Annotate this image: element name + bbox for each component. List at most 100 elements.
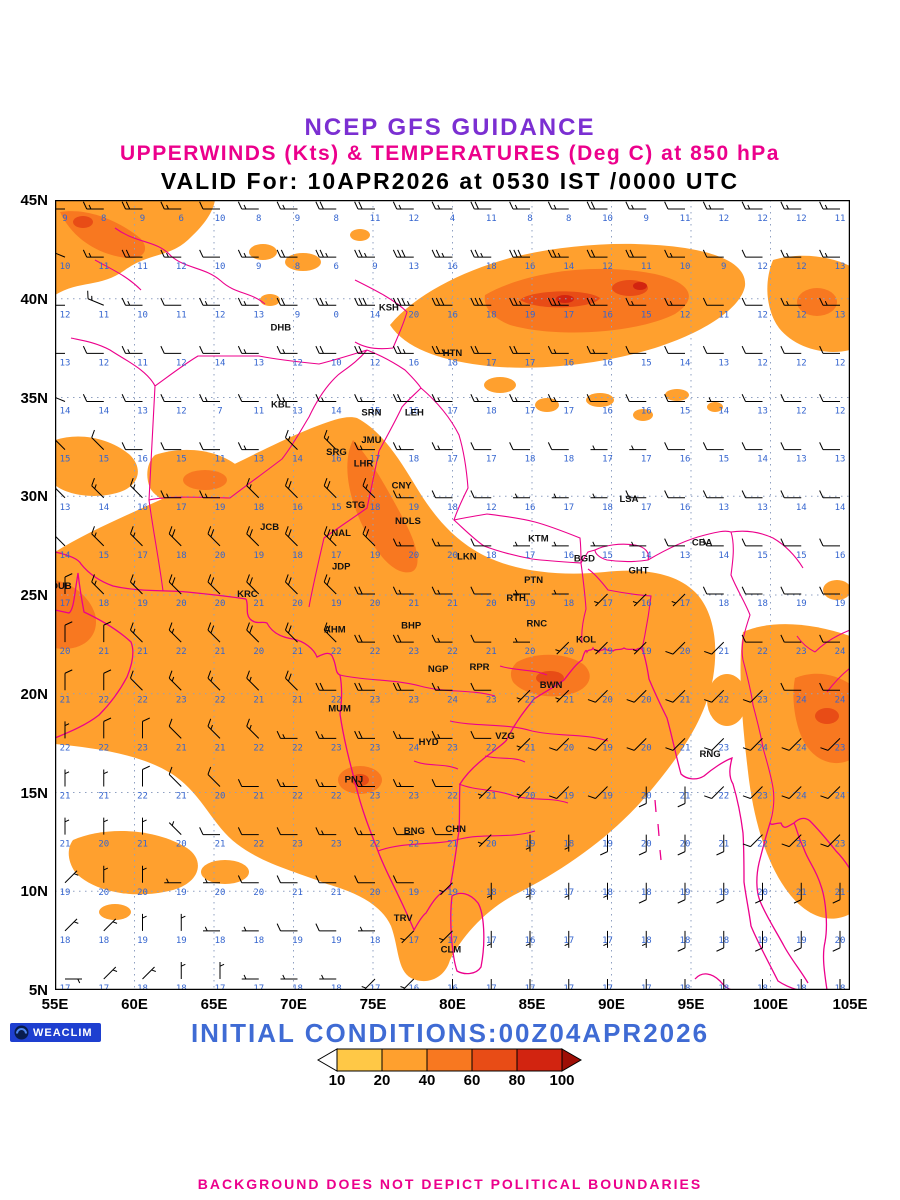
svg-text:12: 12 — [408, 214, 419, 224]
svg-text:22: 22 — [137, 792, 148, 802]
svg-text:22: 22 — [486, 743, 497, 753]
svg-text:19: 19 — [331, 599, 342, 609]
svg-text:8: 8 — [101, 214, 106, 224]
svg-text:20: 20 — [680, 647, 691, 657]
lon-axis-label: 85E — [518, 996, 546, 1013]
svg-text:18: 18 — [602, 888, 613, 898]
svg-text:20: 20 — [835, 936, 846, 946]
svg-text:15: 15 — [796, 551, 807, 561]
svg-text:21: 21 — [718, 840, 729, 850]
title-line-1: NCEP GFS GUIDANCE — [304, 114, 596, 141]
weaclim-logo-text: WEACLIM — [33, 1026, 93, 1039]
svg-text:15: 15 — [641, 310, 652, 320]
svg-text:8: 8 — [527, 214, 532, 224]
svg-text:20: 20 — [215, 599, 226, 609]
svg-text:15: 15 — [98, 551, 109, 561]
svg-text:18: 18 — [641, 936, 652, 946]
svg-text:4: 4 — [450, 214, 455, 224]
svg-text:18: 18 — [486, 310, 497, 320]
svg-text:20: 20 — [757, 888, 768, 898]
svg-text:17: 17 — [563, 407, 574, 417]
svg-text:8: 8 — [566, 214, 571, 224]
svg-text:24: 24 — [835, 695, 846, 705]
svg-text:19: 19 — [602, 743, 613, 753]
svg-text:14: 14 — [718, 551, 729, 561]
svg-text:18: 18 — [60, 936, 71, 946]
svg-text:21: 21 — [563, 695, 574, 705]
svg-text:18: 18 — [447, 503, 458, 513]
colorbar-tick-label: 40 — [418, 1072, 436, 1089]
svg-text:21: 21 — [292, 695, 303, 705]
svg-text:21: 21 — [796, 888, 807, 898]
station-label-dub: DUB — [55, 581, 72, 592]
svg-text:19: 19 — [408, 888, 419, 898]
svg-text:19: 19 — [835, 599, 846, 609]
svg-text:23: 23 — [757, 695, 768, 705]
svg-text:20: 20 — [525, 792, 536, 802]
svg-text:17: 17 — [641, 503, 652, 513]
station-label-ngp: NGP — [428, 664, 449, 675]
svg-text:20: 20 — [680, 840, 691, 850]
svg-text:18: 18 — [563, 840, 574, 850]
initial-conditions-text: INITIAL CONDITIONS:00Z04APR2026 — [190, 1018, 710, 1048]
svg-text:24: 24 — [447, 695, 458, 705]
svg-text:22: 22 — [331, 695, 342, 705]
svg-text:22: 22 — [408, 840, 419, 850]
station-label-vzg: VZG — [495, 731, 515, 742]
svg-text:19: 19 — [331, 936, 342, 946]
svg-text:13: 13 — [137, 407, 148, 417]
svg-text:21: 21 — [215, 840, 226, 850]
station-label-ptn: PTN — [524, 575, 543, 586]
svg-text:15: 15 — [757, 551, 768, 561]
svg-text:23: 23 — [370, 695, 381, 705]
svg-text:21: 21 — [176, 792, 187, 802]
svg-text:20: 20 — [641, 792, 652, 802]
svg-text:18: 18 — [641, 888, 652, 898]
svg-text:20: 20 — [98, 840, 109, 850]
svg-text:16: 16 — [331, 455, 342, 465]
svg-text:24: 24 — [408, 743, 419, 753]
svg-text:16: 16 — [680, 503, 691, 513]
svg-text:17: 17 — [641, 455, 652, 465]
svg-text:16: 16 — [137, 455, 148, 465]
svg-text:19: 19 — [137, 936, 148, 946]
svg-text:20: 20 — [641, 743, 652, 753]
svg-text:15: 15 — [98, 455, 109, 465]
svg-text:21: 21 — [680, 792, 691, 802]
lat-axis-label: 15N — [20, 784, 48, 802]
svg-text:12: 12 — [757, 262, 768, 272]
svg-text:12: 12 — [370, 358, 381, 368]
colorbar-tick-label: 80 — [508, 1072, 526, 1089]
title-line-3: VALID For: 10APR2026 at 0530 IST /0000 U… — [160, 168, 740, 194]
svg-text:9: 9 — [721, 262, 726, 272]
svg-text:18: 18 — [98, 599, 109, 609]
svg-text:16: 16 — [408, 358, 419, 368]
svg-text:10: 10 — [137, 310, 148, 320]
svg-text:18: 18 — [718, 936, 729, 946]
svg-text:17: 17 — [525, 407, 536, 417]
svg-text:20: 20 — [408, 310, 419, 320]
lat-axis-label: 30N — [20, 488, 48, 506]
svg-text:21: 21 — [176, 743, 187, 753]
svg-text:20: 20 — [447, 551, 458, 561]
svg-text:19: 19 — [176, 936, 187, 946]
svg-text:17: 17 — [602, 936, 613, 946]
svg-text:17: 17 — [602, 599, 613, 609]
svg-text:12: 12 — [60, 310, 71, 320]
svg-text:14: 14 — [292, 455, 303, 465]
svg-text:11: 11 — [680, 214, 691, 224]
svg-text:23: 23 — [408, 792, 419, 802]
svg-text:24: 24 — [835, 647, 846, 657]
svg-text:18: 18 — [602, 503, 613, 513]
svg-text:18: 18 — [292, 551, 303, 561]
svg-text:21: 21 — [835, 888, 846, 898]
svg-text:13: 13 — [60, 358, 71, 368]
station-label-stg: STG — [346, 500, 366, 511]
svg-text:16: 16 — [447, 310, 458, 320]
svg-text:14: 14 — [60, 407, 71, 417]
svg-text:12: 12 — [486, 503, 497, 513]
footer-disclaimer: BACKGROUND DOES NOT DEPICT POLITICAL BOU… — [197, 1176, 703, 1192]
svg-text:18: 18 — [215, 936, 226, 946]
svg-text:16: 16 — [563, 551, 574, 561]
svg-text:20: 20 — [525, 647, 536, 657]
